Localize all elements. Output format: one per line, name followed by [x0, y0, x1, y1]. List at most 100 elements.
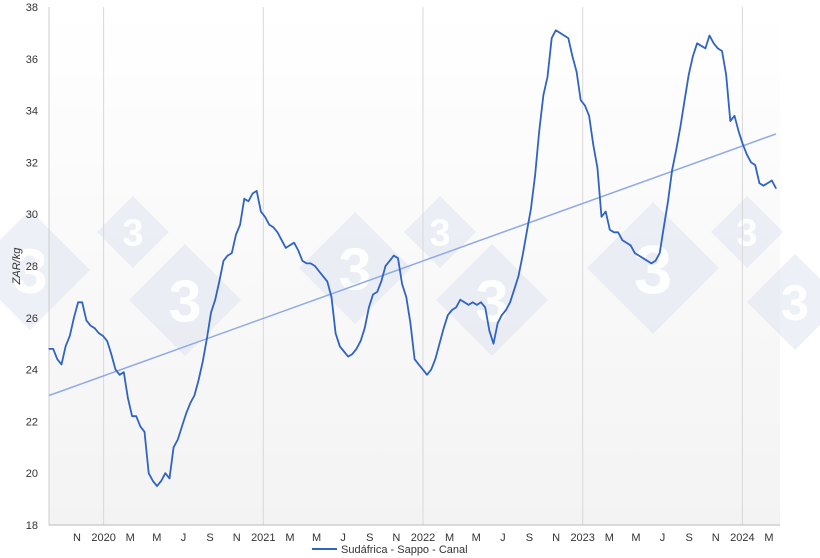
data-point: [675, 148, 677, 150]
data-point: [596, 167, 599, 169]
watermark-logos: 333 333 3 33: [0, 196, 820, 356]
data-point: [713, 42, 715, 44]
data-point: [729, 120, 731, 122]
data-point: [775, 187, 777, 189]
data-point: [422, 369, 424, 371]
data-point: [198, 379, 200, 381]
data-point: [434, 358, 436, 360]
data-point: [330, 296, 333, 298]
data-point: [617, 231, 619, 233]
data-point: [152, 480, 154, 482]
x-tick-label: 2024: [730, 532, 754, 544]
legend: Sudáfrica - Sappo - Canal: [312, 544, 468, 556]
data-point: [81, 301, 83, 303]
x-tick-label: S: [206, 532, 213, 544]
data-point: [430, 369, 432, 371]
data-point: [409, 322, 411, 324]
data-point: [700, 45, 702, 47]
data-point: [189, 402, 191, 404]
watermark-logo: 3: [0, 210, 90, 330]
y-tick-label: 20: [26, 468, 38, 480]
data-point: [173, 446, 175, 448]
data-point: [650, 262, 653, 264]
data-point: [767, 182, 769, 184]
data-point: [360, 340, 362, 342]
data-point: [89, 325, 92, 327]
data-point: [725, 73, 727, 75]
y-tick-label: 28: [26, 261, 38, 273]
data-point: [293, 242, 295, 244]
data-point: [281, 239, 283, 241]
data-point: [322, 275, 324, 277]
data-point: [654, 260, 657, 262]
data-point: [127, 397, 129, 399]
data-point: [60, 363, 63, 365]
y-axis-label: ZAR/kg: [11, 247, 23, 286]
data-point: [339, 345, 341, 347]
data-point: [642, 257, 644, 259]
data-point: [252, 192, 254, 195]
data-point: [588, 115, 590, 117]
watermark-digit: 3: [781, 275, 809, 331]
data-point: [513, 288, 515, 290]
data-point: [551, 37, 553, 39]
data-point: [364, 327, 366, 329]
data-point: [738, 130, 740, 132]
data-point: [206, 337, 208, 340]
data-point: [526, 231, 528, 233]
x-tick-label: N: [552, 532, 560, 544]
data-point: [455, 306, 457, 308]
data-point: [376, 291, 378, 293]
data-point: [630, 244, 632, 246]
data-point: [181, 426, 183, 428]
data-point: [326, 280, 328, 283]
data-point: [372, 293, 374, 296]
data-point: [135, 415, 137, 417]
data-point: [289, 244, 291, 246]
data-point: [114, 369, 117, 371]
data-point: [600, 216, 603, 218]
data-point: [754, 164, 756, 166]
x-tick-label: 2021: [251, 532, 275, 544]
data-point: [468, 304, 470, 306]
data-point: [605, 211, 607, 213]
data-point: [592, 143, 594, 145]
data-point: [102, 335, 104, 337]
data-point: [708, 34, 711, 37]
data-point: [555, 29, 557, 31]
data-point: [758, 182, 761, 184]
data-point: [52, 348, 54, 350]
data-point: [750, 161, 752, 163]
data-point: [542, 94, 545, 96]
data-point: [451, 309, 453, 311]
data-point: [571, 55, 574, 57]
data-point: [447, 314, 449, 316]
data-point: [426, 374, 428, 376]
data-point: [522, 255, 524, 257]
y-tick-label: 38: [26, 2, 38, 14]
data-point: [310, 262, 312, 264]
x-tick-label: J: [181, 532, 187, 544]
data-point: [210, 312, 212, 314]
data-point: [94, 327, 96, 329]
data-point: [264, 216, 266, 218]
data-point: [185, 413, 187, 415]
y-axis-ticks: 18 20 22 24 26 28 30 32 34 36 38: [26, 2, 38, 532]
data-point: [634, 252, 636, 254]
data-point: [69, 335, 71, 337]
data-point: [509, 301, 511, 303]
data-point: [501, 314, 503, 316]
data-point: [405, 296, 407, 298]
data-point: [164, 472, 166, 474]
watermark-logo: 3: [404, 196, 476, 268]
data-point: [721, 50, 723, 52]
watermark-logo: 3: [129, 244, 241, 356]
data-point: [177, 438, 179, 441]
data-point: [659, 252, 661, 254]
x-tick-label: M: [445, 532, 454, 544]
data-point: [580, 99, 582, 101]
data-point: [227, 255, 229, 257]
data-point: [671, 169, 673, 171]
data-point: [65, 345, 67, 347]
data-point: [393, 255, 395, 257]
